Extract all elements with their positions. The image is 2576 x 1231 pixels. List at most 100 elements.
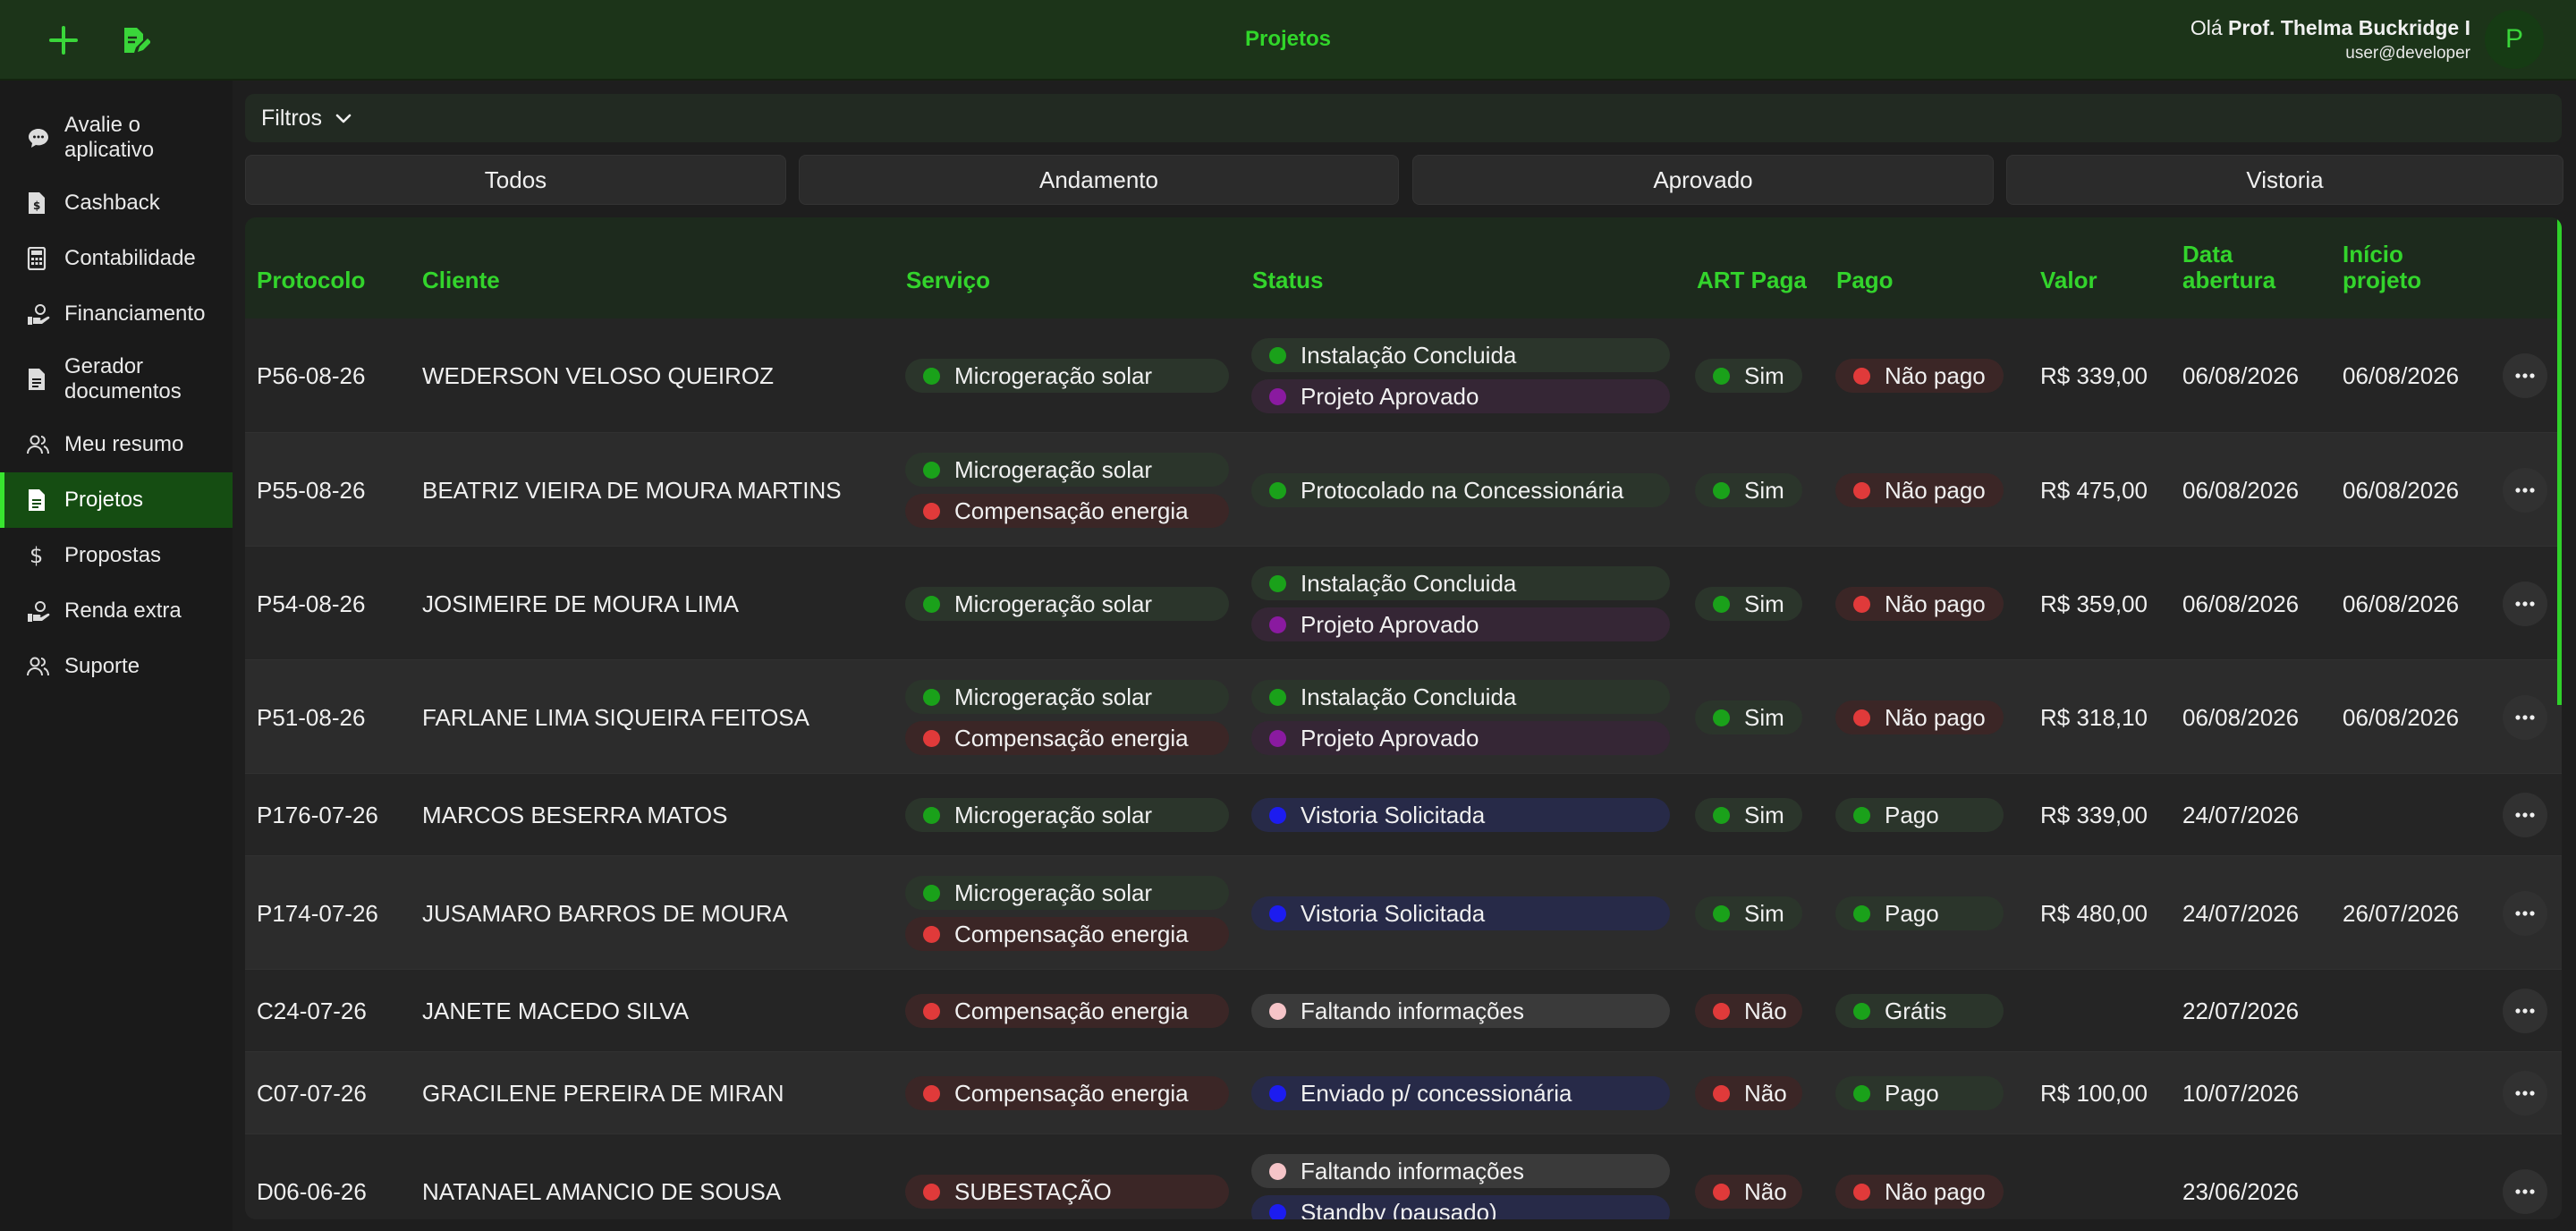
status-dot xyxy=(1269,574,1286,592)
pago-badge: Não pago xyxy=(1835,473,2004,507)
status-badge-label: Projeto Aprovado xyxy=(1301,724,1479,751)
col-data-abertura[interactable]: Data abertura xyxy=(2182,241,2276,293)
art-badge-label: Sim xyxy=(1744,801,1784,828)
table-row[interactable]: P55-08-26 BEATRIZ VIEIRA DE MOURA MARTINS… xyxy=(245,432,2562,546)
col-protocolo[interactable]: Protocolo xyxy=(257,267,366,293)
status-dot xyxy=(1269,346,1286,364)
sidebar-item-projetos[interactable]: Projetos xyxy=(0,472,233,528)
status-dot xyxy=(1853,1002,1870,1020)
tab-andamento[interactable]: Andamento xyxy=(799,155,1399,205)
ellipsis-icon xyxy=(2515,488,2535,493)
servico-badge: Microgeração solar xyxy=(905,359,1229,393)
table-row[interactable]: C07-07-26 GRACILENE PEREIRA DE MIRAN Compe… xyxy=(245,1051,2562,1133)
more-options-button[interactable] xyxy=(2503,582,2547,626)
ellipsis-icon xyxy=(2515,1189,2535,1194)
sidebar-item-contabilidade[interactable]: Contabilidade xyxy=(0,231,233,286)
data-abertura-cell: 24/07/2026 xyxy=(2182,900,2300,927)
table-row[interactable]: C24-07-26 JANETE MACEDO SILVA Compensação … xyxy=(245,969,2562,1051)
more-options-button[interactable] xyxy=(2503,695,2547,740)
protocolo-cell: P51-08-26 xyxy=(257,704,366,731)
more-options-button[interactable] xyxy=(2503,1071,2547,1116)
pago-badge: Não pago xyxy=(1835,700,2004,734)
col-art-paga[interactable]: ART Paga xyxy=(1697,267,1807,293)
user-name: Prof. Thelma Buckridge I xyxy=(2228,16,2470,39)
filters-toggle[interactable]: Filtros xyxy=(245,94,2562,142)
col-status[interactable]: Status xyxy=(1252,267,1324,293)
pago-badge-label: Não pago xyxy=(1885,361,1986,389)
pago-badge-label: Não pago xyxy=(1885,703,1986,731)
more-options-button[interactable] xyxy=(2503,468,2547,513)
servico-badge: Compensação energia xyxy=(905,917,1229,951)
tab-vistoria[interactable]: Vistoria xyxy=(2006,155,2563,205)
col-inicio-projeto[interactable]: Início projeto xyxy=(2343,241,2422,293)
sidebar-item-meu-resumo[interactable]: Meu resumo xyxy=(0,417,233,472)
tab-aprovado[interactable]: Aprovado xyxy=(1412,155,1994,205)
sidebar-item-financiamento[interactable]: Financiamento xyxy=(0,286,233,342)
sidebar-item-propostas[interactable]: $ Propostas xyxy=(0,528,233,583)
status-dot xyxy=(1853,904,1870,922)
art-badge-label: Não xyxy=(1744,1177,1787,1205)
more-options-button[interactable] xyxy=(2503,989,2547,1033)
more-options-button[interactable] xyxy=(2503,891,2547,936)
table-row[interactable]: P174-07-26 JUSAMARO BARROS DE MOURA Microg… xyxy=(245,855,2562,969)
status-dot xyxy=(1269,1203,1286,1219)
sidebar-item-renda-extra[interactable]: Renda extra xyxy=(0,583,233,639)
sidebar-item-label: Suporte xyxy=(64,654,140,678)
cliente-cell: MARCOS BESERRA MATOS xyxy=(422,802,728,828)
art-badge: Sim xyxy=(1695,700,1802,734)
cliente-cell: GRACILENE PEREIRA DE MIRAN xyxy=(422,1080,784,1107)
servico-badge: Microgeração solar xyxy=(905,453,1229,487)
art-badge-label: Sim xyxy=(1744,476,1784,504)
status-dot xyxy=(923,1002,940,1020)
status-dot xyxy=(923,925,940,943)
art-badge: Sim xyxy=(1695,798,1802,832)
table-row[interactable]: P176-07-26 MARCOS BESERRA MATOS Microgeraç… xyxy=(245,773,2562,855)
filters-label: Filtros xyxy=(261,105,323,131)
status-dot xyxy=(1269,1084,1286,1102)
more-options-button[interactable] xyxy=(2503,353,2547,398)
pago-badge-label: Não pago xyxy=(1885,590,1986,617)
servico-badge: Microgeração solar xyxy=(905,680,1229,714)
status-badge: Instalação Concluida xyxy=(1251,338,1670,372)
edit-document-icon[interactable] xyxy=(114,20,156,61)
sidebar-item-cashback[interactable]: $ Cashback xyxy=(0,175,233,231)
status-badge: Instalação Concluida xyxy=(1251,566,1670,600)
plus-icon[interactable] xyxy=(43,20,84,61)
status-dot xyxy=(923,729,940,747)
status-dot xyxy=(1269,806,1286,824)
valor-cell: R$ 318,10 xyxy=(2040,704,2148,731)
status-dot xyxy=(1713,904,1730,922)
col-pago[interactable]: Pago xyxy=(1836,267,1894,293)
col-servico[interactable]: Serviço xyxy=(906,267,990,293)
status-badge-label: Faltando informações xyxy=(1301,1157,1525,1184)
valor-cell: R$ 339,00 xyxy=(2040,802,2148,828)
sidebar-item-avalie[interactable]: Avalie o aplicativo xyxy=(0,100,233,175)
avatar[interactable]: P xyxy=(2485,10,2544,69)
art-badge-label: Sim xyxy=(1744,703,1784,731)
status-badge: Projeto Aprovado xyxy=(1251,721,1670,755)
status-dot xyxy=(923,502,940,520)
status-badge: Vistoria Solicitada xyxy=(1251,798,1670,832)
servico-badge: Microgeração solar xyxy=(905,798,1229,832)
table-row[interactable]: D06-06-26 NATANAEL AMANCIO DE SOUSA SUBEST… xyxy=(245,1133,2562,1219)
art-badge-label: Não xyxy=(1744,1079,1787,1107)
table-row[interactable]: P54-08-26 JOSIMEIRE DE MOURA LIMA Microger… xyxy=(245,546,2562,659)
protocolo-cell: P55-08-26 xyxy=(257,477,366,504)
more-options-button[interactable] xyxy=(2503,793,2547,837)
table-row[interactable]: P51-08-26 FARLANE LIMA SIQUEIRA FEITOSA Mi… xyxy=(245,659,2562,773)
user-email: user@developer xyxy=(2345,44,2470,63)
more-options-button[interactable] xyxy=(2503,1169,2547,1214)
sidebar-item-label: Contabilidade xyxy=(64,246,196,270)
status-dot xyxy=(923,595,940,613)
protocolo-cell: C07-07-26 xyxy=(257,1080,367,1107)
protocolo-cell: D06-06-26 xyxy=(257,1178,367,1205)
scrollbar[interactable] xyxy=(2557,217,2562,705)
table-row[interactable]: P56-08-26 WEDERSON VELOSO QUEIROZ Microger… xyxy=(245,318,2562,432)
tab-todos[interactable]: Todos xyxy=(245,155,786,205)
sidebar-item-gerador-documentos[interactable]: Gerador documentos xyxy=(0,342,233,417)
sidebar-item-suporte[interactable]: Suporte xyxy=(0,639,233,694)
col-cliente[interactable]: Cliente xyxy=(422,267,500,293)
status-dot xyxy=(923,1084,940,1102)
col-valor[interactable]: Valor xyxy=(2040,267,2097,293)
data-abertura-cell: 23/06/2026 xyxy=(2182,1178,2300,1205)
